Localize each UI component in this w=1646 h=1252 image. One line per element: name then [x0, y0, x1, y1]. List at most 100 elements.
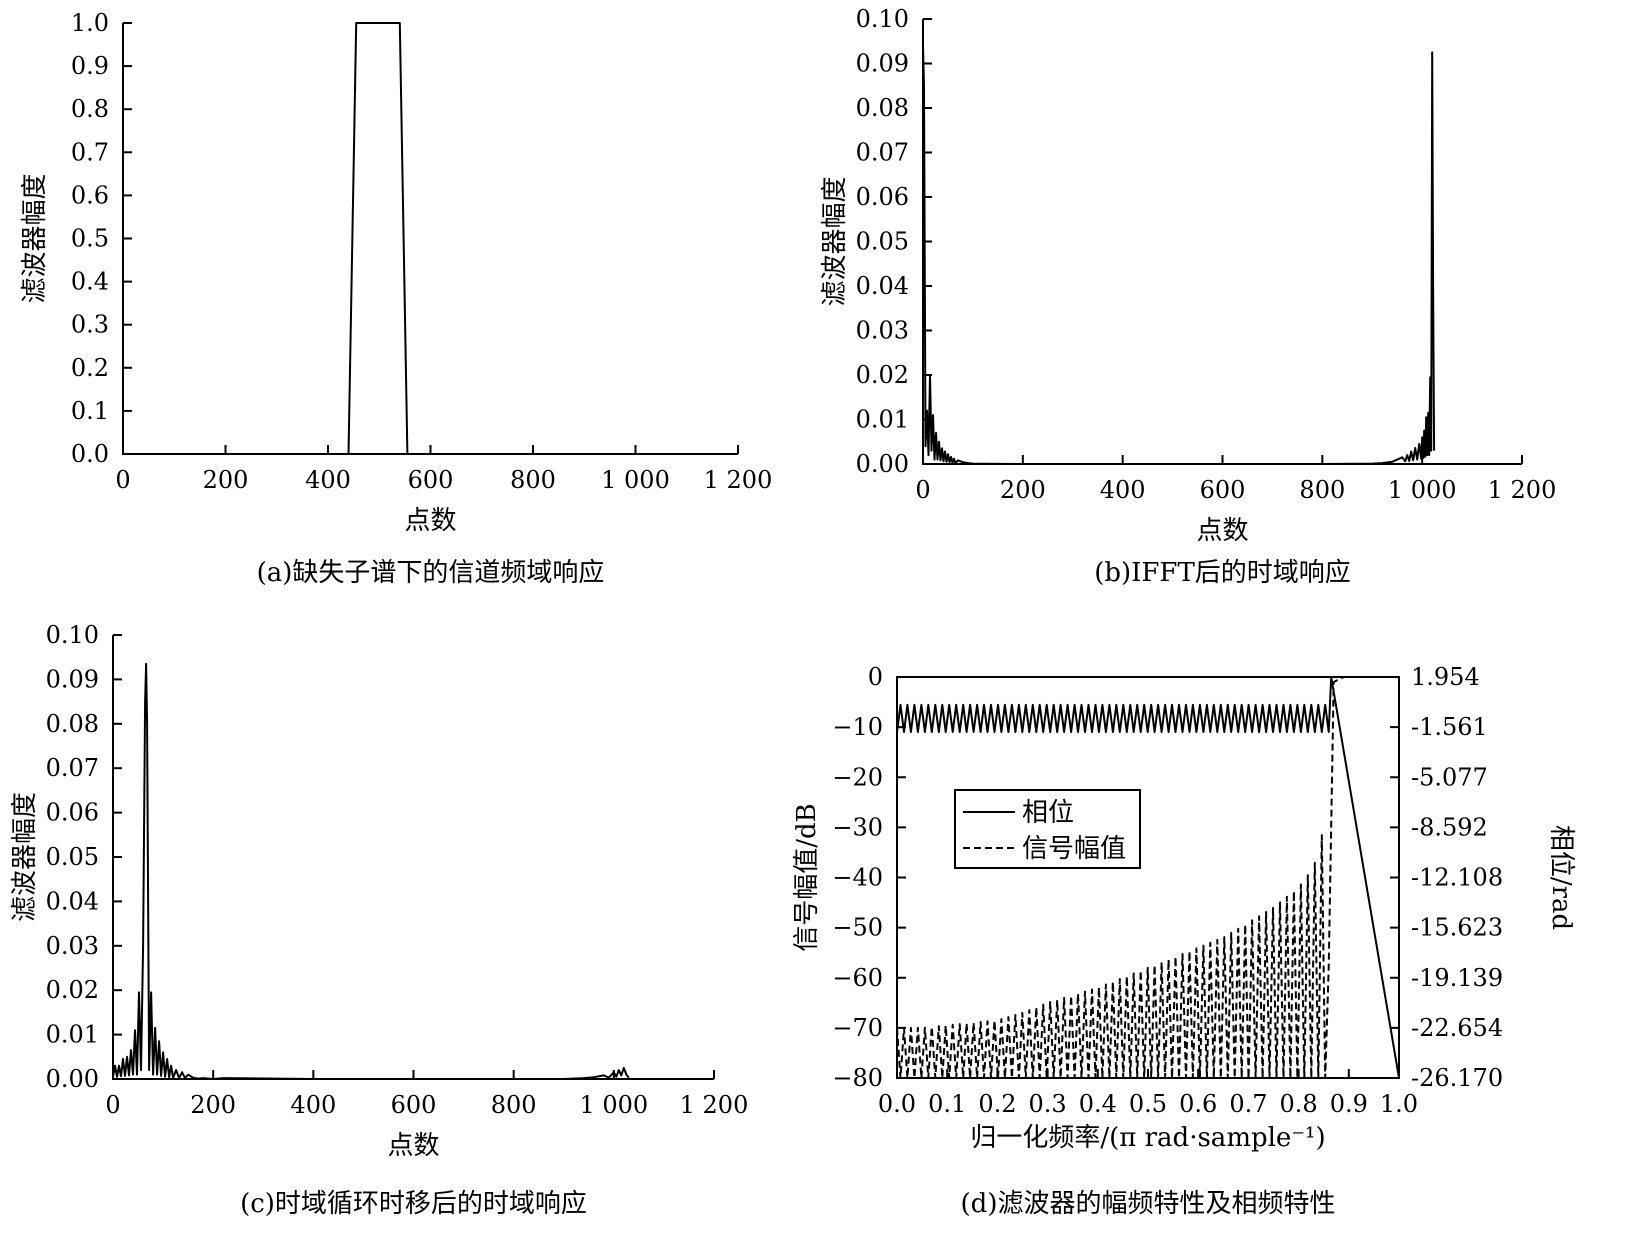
x-tick-label: 600 [1200, 476, 1246, 504]
y-right-tick-label: -12.108 [1411, 864, 1503, 892]
y-tick-label: 0.9 [71, 52, 109, 80]
y-right-tick-label: -15.623 [1411, 914, 1503, 942]
panel-a-caption: (a)缺失子谱下的信道频域响应 [257, 558, 605, 588]
panel-d-ticks: 0.0 0.1 0.2 0.3 0.4 0.5 0.6 0.7 0.8 0.9 1.0 0 −10 −20… [832, 663, 1503, 1118]
panel-d-caption: (d)滤波器的幅频特性及相频特性 [961, 1189, 1336, 1219]
panel-a: 0 200 400 600 800 1 000 1 200 0.0 0.1 0.2 0.3 0.4 0.… [20, 9, 772, 588]
x-tick-label: 0.0 [878, 1090, 916, 1118]
panel-a-ylabel: 滤波器幅度 [20, 173, 50, 303]
y-tick-label: −20 [832, 763, 883, 791]
y-tick-label: 0.02 [856, 361, 909, 389]
x-tick-label: 800 [1299, 476, 1345, 504]
y-tick-label: −50 [832, 914, 883, 942]
y-right-tick-label: -19.139 [1411, 964, 1503, 992]
x-tick-label: 0 [915, 476, 930, 504]
x-tick-label: 0.4 [1079, 1090, 1117, 1118]
x-tick-label: 400 [290, 1091, 336, 1119]
y-tick-label: −70 [832, 1014, 883, 1042]
series-line [123, 22, 738, 455]
x-tick-label: 0 [115, 466, 130, 494]
y-tick-label: 1.0 [71, 9, 109, 37]
amplitude-series-line [896, 676, 1399, 1079]
y-tick-label: −40 [832, 864, 883, 892]
y-tick-label: 0.05 [856, 228, 909, 256]
x-tick-label: 800 [510, 466, 556, 494]
series-line [922, 45, 1436, 465]
y-tick-label: 0.4 [71, 268, 109, 296]
x-tick-label: 400 [305, 466, 351, 494]
panel-c-caption: (c)时域循环时移后的时域响应 [240, 1189, 587, 1219]
panel-a-series [123, 22, 738, 455]
y-tick-label: 0.08 [856, 94, 909, 122]
panel-c-ylabel: 滤波器幅度 [10, 792, 40, 922]
panel-d-legend: 相位 信号幅值 [954, 789, 1141, 869]
panel-d: 0.0 0.1 0.2 0.3 0.4 0.5 0.6 0.7 0.8 0.9 1.0 0 −10 −20… [792, 663, 1576, 1219]
panel-b-series [922, 45, 1436, 465]
y-tick-label: 0.06 [856, 183, 909, 211]
y-tick-label: 0.1 [71, 397, 109, 425]
y-tick-label: 0 [868, 663, 883, 691]
x-tick-label: 200 [1000, 476, 1046, 504]
x-tick-label: 0.1 [928, 1090, 966, 1118]
y-tick-label: 0.07 [856, 139, 909, 167]
panel-c: 0 200 400 600 800 1 000 1 200 0.00 0.01 0.02 0.03 0… [10, 621, 748, 1219]
y-tick-label: −80 [832, 1064, 883, 1092]
panel-b-caption: (b)IFFT后的时域响应 [1094, 558, 1351, 588]
x-tick-label: 200 [190, 1091, 236, 1119]
y-tick-label: 0.7 [71, 138, 109, 166]
panel-c-axes [112, 635, 714, 1080]
panel-a-xlabel: 点数 [404, 506, 456, 536]
y-tick-label: 0.0 [71, 440, 109, 468]
x-tick-label: 400 [1100, 476, 1146, 504]
x-tick-label: 600 [408, 466, 454, 494]
x-tick-label: 1 000 [579, 1091, 648, 1119]
panel-d-frame [896, 676, 1400, 1079]
y-tick-label: 0.10 [856, 5, 909, 33]
x-tick-label: 600 [391, 1091, 437, 1119]
y-tick-label: 0.00 [856, 450, 909, 478]
y-tick-label: 0.06 [46, 799, 99, 827]
y-tick-label: 0.07 [46, 754, 99, 782]
y-tick-label: 0.09 [856, 50, 909, 78]
y-tick-label: 0.02 [46, 976, 99, 1004]
panel-b-xlabel: 点数 [1196, 516, 1248, 546]
y-tick-label: 0.01 [856, 406, 909, 434]
x-tick-label: 1 200 [1488, 476, 1557, 504]
y-tick-label: −10 [832, 713, 883, 741]
x-tick-label: 0.7 [1229, 1090, 1267, 1118]
x-tick-label: 200 [203, 466, 249, 494]
y-right-tick-label: -26.170 [1411, 1064, 1503, 1092]
y-right-tick-label: 1.954 [1411, 663, 1480, 691]
y-tick-label: 0.03 [856, 317, 909, 345]
phase-series-line [896, 676, 1400, 1079]
x-tick-label: 0 [105, 1091, 120, 1119]
panel-d-ylabel-right: 相位/rad [1546, 825, 1576, 930]
y-tick-label: 0.10 [46, 621, 99, 649]
panel-a-ticks: 0 200 400 600 800 1 000 1 200 0.0 0.1 0.2 0.3 0.4 0.… [71, 9, 773, 494]
legend-phase-label: 相位 [1022, 798, 1074, 828]
y-tick-label: 0.00 [46, 1065, 99, 1093]
x-tick-label: 0.6 [1179, 1090, 1217, 1118]
y-tick-label: 0.04 [856, 272, 909, 300]
y-tick-label: 0.08 [46, 710, 99, 738]
y-tick-label: 0.8 [71, 95, 109, 123]
x-tick-label: 1 000 [1388, 476, 1457, 504]
panel-a-axes [122, 23, 738, 455]
panel-c-xlabel: 点数 [387, 1131, 439, 1161]
y-tick-label: 0.03 [46, 932, 99, 960]
x-tick-label: 800 [491, 1091, 537, 1119]
panel-d-series [896, 676, 1400, 1079]
panel-b-ylabel: 滤波器幅度 [820, 176, 850, 306]
x-tick-label: 1.0 [1380, 1090, 1418, 1118]
y-tick-label: −60 [832, 964, 883, 992]
legend-amplitude-label: 信号幅值 [1022, 834, 1126, 864]
y-right-tick-label: -22.654 [1411, 1014, 1503, 1042]
y-right-tick-label: -5.077 [1411, 763, 1488, 791]
panel-c-ticks: 0 200 400 600 800 1 000 1 200 0.00 0.01 0.02 0.03 0… [46, 621, 749, 1119]
y-right-tick-label: -1.561 [1411, 713, 1488, 741]
x-tick-label: 0.5 [1129, 1090, 1167, 1118]
panel-b-ticks: 0 200 400 600 800 1 000 1 200 0.00 0.01 0.02 0.03 0… [856, 5, 1557, 504]
y-tick-label: 0.6 [71, 181, 109, 209]
x-tick-label: 0.9 [1330, 1090, 1368, 1118]
